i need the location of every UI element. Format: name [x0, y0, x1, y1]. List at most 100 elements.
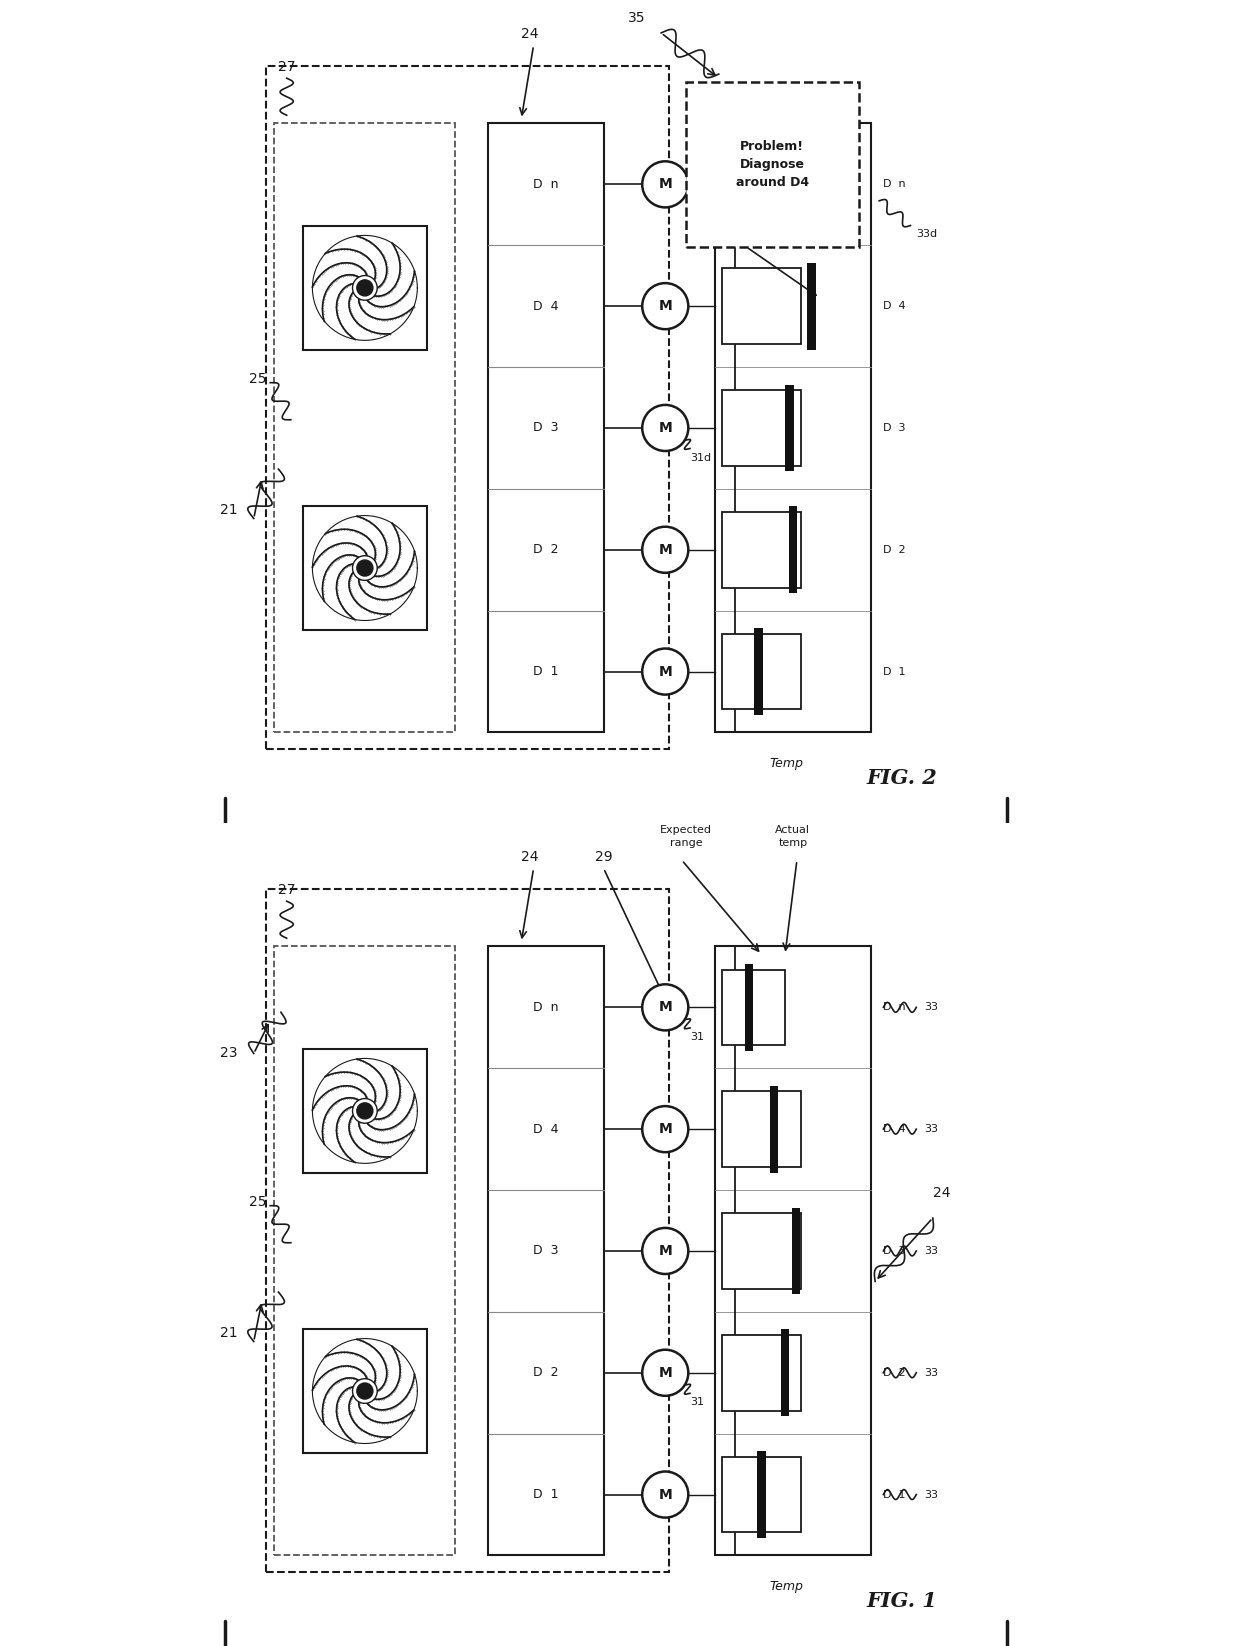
Bar — [714, 123, 870, 732]
Text: 21: 21 — [221, 504, 238, 517]
Text: M: M — [658, 1488, 672, 1501]
Bar — [489, 123, 604, 732]
Circle shape — [642, 1228, 688, 1274]
Bar — [723, 390, 801, 466]
Bar — [789, 507, 797, 593]
Text: M: M — [658, 665, 672, 678]
Text: FIG. 1: FIG. 1 — [867, 1590, 937, 1611]
Bar — [714, 946, 870, 1555]
Bar — [303, 1049, 427, 1172]
Bar — [745, 965, 754, 1050]
Circle shape — [642, 1472, 688, 1518]
Text: M: M — [658, 300, 672, 313]
Text: 27: 27 — [279, 59, 296, 74]
Text: 27: 27 — [279, 882, 296, 897]
Bar — [723, 1091, 801, 1167]
Text: Expected
range: Expected range — [660, 825, 712, 848]
Text: D  1: D 1 — [883, 1490, 906, 1500]
Text: 25: 25 — [248, 1195, 267, 1208]
Bar — [489, 946, 604, 1555]
Bar — [770, 1086, 779, 1172]
Text: 33: 33 — [925, 1002, 939, 1012]
Circle shape — [357, 1383, 373, 1399]
Text: 31: 31 — [689, 1397, 704, 1407]
Bar — [303, 507, 427, 630]
Bar — [745, 142, 754, 227]
Bar — [274, 123, 455, 732]
Circle shape — [357, 560, 373, 576]
Circle shape — [352, 1098, 377, 1123]
Text: D  n: D n — [533, 178, 559, 191]
Text: D  3: D 3 — [883, 1246, 906, 1256]
Text: Temp: Temp — [769, 1580, 804, 1593]
Text: 31d: 31d — [689, 453, 711, 463]
Text: D  n: D n — [883, 1002, 906, 1012]
Text: 33: 33 — [925, 1124, 939, 1134]
Text: 33d: 33d — [916, 229, 937, 239]
Text: 24: 24 — [932, 1187, 950, 1200]
Text: D  2: D 2 — [883, 545, 906, 555]
Bar — [781, 1330, 790, 1416]
Bar — [723, 969, 785, 1045]
Text: M: M — [658, 1366, 672, 1379]
Bar — [723, 268, 801, 344]
Bar — [267, 889, 670, 1572]
Text: 33: 33 — [925, 1246, 939, 1256]
Bar — [758, 1452, 766, 1537]
Text: Temp: Temp — [769, 757, 804, 770]
Text: 23: 23 — [221, 1047, 238, 1060]
Circle shape — [352, 1379, 377, 1404]
Circle shape — [642, 1106, 688, 1152]
Bar — [807, 263, 816, 349]
Text: D  1: D 1 — [883, 667, 906, 677]
Text: D  n: D n — [533, 1001, 559, 1014]
Text: D  4: D 4 — [533, 300, 559, 313]
Circle shape — [357, 1103, 373, 1119]
Text: 31: 31 — [689, 1032, 704, 1042]
Text: 24: 24 — [521, 26, 538, 41]
Text: M: M — [658, 421, 672, 435]
Text: D  2: D 2 — [533, 1366, 559, 1379]
Text: D  3: D 3 — [533, 421, 559, 435]
Bar — [723, 512, 801, 588]
Text: D  2: D 2 — [883, 1368, 906, 1378]
Bar — [274, 946, 455, 1555]
Text: 25: 25 — [248, 372, 267, 385]
Bar — [723, 1457, 801, 1532]
Bar — [723, 1335, 801, 1411]
Bar — [303, 1330, 427, 1453]
Bar — [785, 385, 794, 471]
Text: M: M — [658, 1244, 672, 1258]
Bar — [723, 1213, 801, 1289]
Text: D  3: D 3 — [533, 1244, 559, 1258]
Text: D  4: D 4 — [883, 301, 906, 311]
Text: D  4: D 4 — [883, 1124, 906, 1134]
Text: FIG. 2: FIG. 2 — [867, 767, 937, 788]
Circle shape — [642, 527, 688, 573]
Circle shape — [642, 649, 688, 695]
Text: 33: 33 — [925, 1490, 939, 1500]
Circle shape — [352, 556, 377, 581]
Text: D  n: D n — [883, 179, 906, 189]
Bar — [723, 146, 785, 222]
Circle shape — [642, 1350, 688, 1396]
Circle shape — [357, 280, 373, 296]
Bar — [303, 226, 427, 349]
Text: 29: 29 — [595, 849, 613, 864]
Circle shape — [642, 984, 688, 1030]
Text: 35: 35 — [629, 10, 646, 25]
Circle shape — [642, 283, 688, 329]
Bar — [791, 1208, 800, 1294]
Text: Actual
temp: Actual temp — [775, 825, 810, 848]
Circle shape — [642, 161, 688, 207]
Text: D  1: D 1 — [533, 665, 559, 678]
Text: M: M — [658, 543, 672, 556]
Text: D  3: D 3 — [883, 423, 906, 433]
Bar — [267, 66, 670, 749]
Circle shape — [352, 275, 377, 300]
Bar — [686, 82, 858, 247]
Text: Problem!
Diagnose
around D4: Problem! Diagnose around D4 — [735, 140, 808, 189]
Text: 21: 21 — [221, 1327, 238, 1340]
Bar — [723, 634, 801, 709]
Text: D  2: D 2 — [533, 543, 559, 556]
